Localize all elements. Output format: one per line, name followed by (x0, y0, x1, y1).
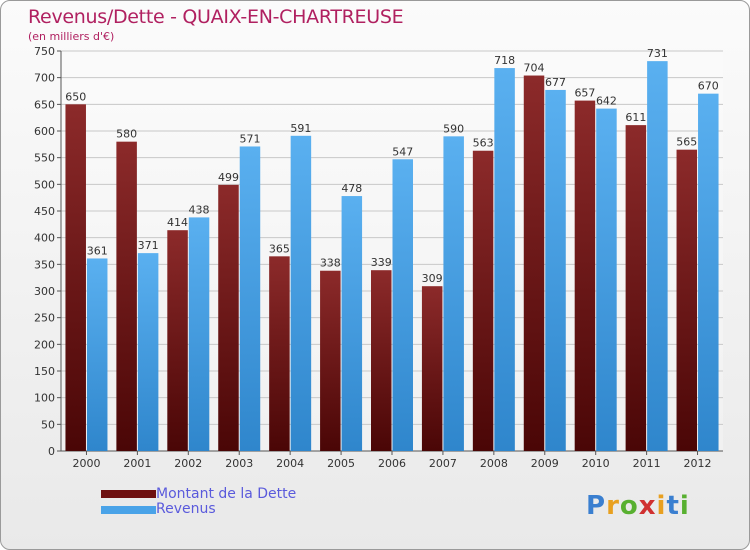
x-tick-label: 2004 (276, 457, 304, 470)
bar-dette (574, 100, 596, 451)
data-label: 590 (443, 122, 464, 135)
data-label: 371 (138, 239, 159, 252)
bar-dette (421, 286, 443, 451)
data-label: 657 (574, 87, 595, 100)
bar-dette (65, 104, 86, 451)
chart-subtitle: (en milliers d'€) (28, 30, 115, 43)
y-tick-label: 200 (34, 338, 55, 351)
data-label: 361 (87, 244, 108, 257)
bar-dette (676, 149, 698, 451)
bar-dette (218, 184, 239, 451)
bar-dette (269, 256, 290, 451)
data-label: 704 (524, 62, 545, 75)
chart-title: Revenus/Dette - QUAIX-EN-CHARTREUSE (28, 6, 404, 28)
data-label: 580 (116, 128, 137, 141)
data-label: 438 (189, 203, 210, 216)
bar-revenus (341, 196, 363, 451)
y-tick-label: 300 (34, 285, 55, 298)
bar-dette (625, 125, 647, 451)
data-label: 571 (239, 132, 260, 145)
bar-dette (320, 270, 341, 451)
data-label: 642 (596, 95, 617, 108)
y-tick-label: 350 (34, 258, 55, 271)
x-tick-label: 2008 (480, 457, 508, 470)
data-label: 478 (341, 182, 362, 195)
x-tick-label: 2003 (225, 457, 253, 470)
y-tick-label: 650 (34, 98, 55, 111)
x-tick-label: 2010 (582, 457, 610, 470)
bar-dette (167, 230, 188, 451)
bar-dette (116, 141, 137, 451)
data-label: 338 (320, 257, 341, 270)
y-tick-label: 50 (41, 418, 55, 431)
data-label: 670 (698, 80, 719, 93)
proxiti-logo: Proxiti (586, 491, 690, 521)
bar-revenus (545, 89, 566, 451)
plot-area (61, 51, 723, 451)
bar-revenus (239, 146, 261, 451)
y-tick-label: 750 (34, 45, 55, 58)
y-tick-label: 500 (34, 178, 55, 191)
y-tick-label: 700 (34, 72, 55, 85)
bar-revenus (290, 135, 312, 452)
data-label: 309 (422, 272, 443, 285)
bar-revenus (137, 253, 159, 451)
legend-label-revenus: Revenus (156, 501, 216, 517)
data-label: 677 (545, 76, 566, 89)
x-tick-label: 2000 (72, 457, 100, 470)
brand-letter: x (638, 491, 657, 521)
brand-letter: i (679, 491, 690, 521)
data-label: 563 (473, 137, 494, 150)
x-tick-label: 2007 (429, 457, 457, 470)
x-tick-label: 2009 (531, 457, 559, 470)
data-label: 591 (290, 122, 311, 135)
x-tick-label: 2006 (378, 457, 406, 470)
bar-revenus (647, 61, 668, 452)
x-tick-label: 2002 (174, 457, 202, 470)
brand-letter: o (619, 491, 639, 521)
data-label: 731 (647, 47, 668, 60)
x-tick-label: 2011 (633, 457, 661, 470)
legend-swatch-debt (101, 490, 156, 498)
y-tick-label: 150 (34, 365, 55, 378)
y-tick-label: 100 (34, 392, 55, 405)
y-tick-label: 250 (34, 312, 55, 325)
data-label: 650 (65, 90, 86, 103)
bar-revenus (443, 136, 464, 452)
brand-letter: t (666, 491, 680, 521)
x-tick-label: 2005 (327, 457, 355, 470)
y-tick-label: 600 (34, 125, 55, 138)
bar-revenus (698, 93, 719, 452)
data-label: 547 (392, 145, 413, 158)
data-label: 365 (269, 242, 290, 255)
bar-revenus (86, 258, 108, 451)
x-tick-label: 2001 (123, 457, 151, 470)
data-label: 611 (625, 111, 646, 124)
bar-dette (371, 270, 392, 451)
bar-revenus (188, 217, 210, 451)
data-label: 718 (494, 54, 515, 67)
brand-letter: P (586, 491, 607, 521)
data-label: 499 (218, 171, 239, 184)
bar-revenus (596, 108, 617, 451)
y-tick-label: 0 (48, 445, 55, 458)
x-tick-label: 2012 (684, 457, 712, 470)
legend-label-debt: Montant de la Dette (156, 486, 297, 502)
y-tick-label: 450 (34, 205, 55, 218)
brand-letter: r (606, 491, 620, 521)
bar-dette (523, 75, 545, 452)
brand-letter: i (656, 491, 667, 521)
data-label: 414 (167, 216, 188, 229)
legend-swatch-revenus (101, 506, 156, 514)
y-tick-label: 400 (34, 232, 55, 245)
bar-revenus (494, 68, 515, 452)
y-tick-label: 550 (34, 152, 55, 165)
data-label: 339 (371, 256, 392, 269)
bar-dette (472, 150, 494, 451)
bar-revenus (392, 159, 413, 451)
data-label: 565 (676, 136, 697, 149)
